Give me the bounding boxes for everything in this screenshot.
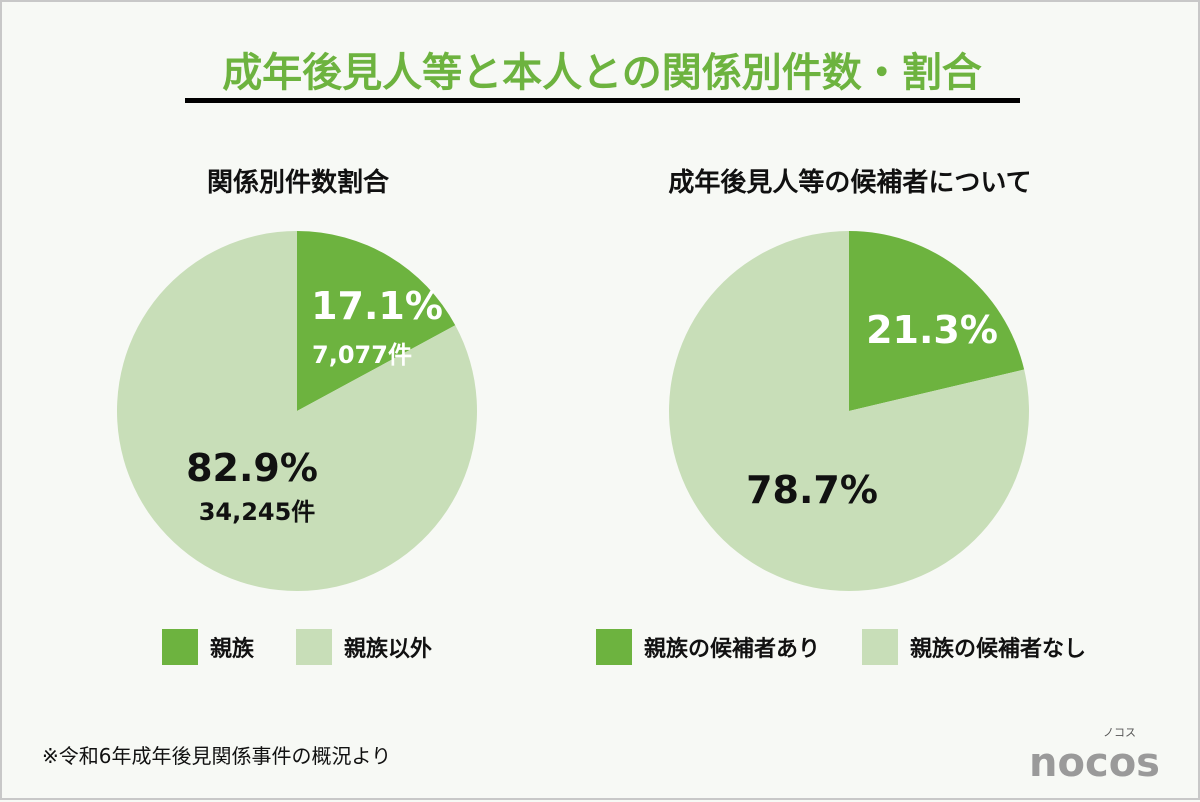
legend-label: 親族の候補者なし: [910, 637, 1087, 662]
legend-item: 親族: [162, 629, 254, 665]
legend-label: 親族の候補者あり: [644, 637, 821, 662]
slice-label-percent: 21.3%: [866, 308, 998, 352]
slice-label-percent: 17.1%: [311, 284, 443, 328]
page-title: 成年後見人等と本人との関係別件数・割合: [222, 50, 982, 96]
logo-kana: ノコス: [1103, 726, 1136, 739]
pie-slice: [849, 231, 1025, 411]
nocos-logo: nocos: [1029, 740, 1160, 786]
legend-swatch: [296, 629, 333, 665]
chart-title-right: 成年後見人等の候補者について: [668, 168, 1032, 198]
pie-chart-right: [669, 231, 1029, 591]
slice-label-percent: 78.7%: [746, 468, 878, 512]
legend-item: 親族の候補者なし: [862, 629, 1086, 665]
pie-slice: [117, 231, 477, 591]
legend-swatch: [162, 629, 198, 665]
slice-label-count: 34,245件: [198, 498, 316, 526]
footnote: ※令和6年成年後見関係事件の概況より: [42, 744, 392, 768]
legend-swatch: [862, 629, 899, 665]
legend-left: 親族 親族以外: [162, 629, 474, 665]
legend-label: 親族: [210, 637, 255, 662]
legend-item: 親族以外: [296, 629, 432, 665]
chart-title-left: 関係別件数割合: [206, 168, 389, 198]
title-underline: [185, 98, 1020, 103]
pie-slice: [297, 231, 456, 411]
legend-right: 親族の候補者あり 親族の候補者なし: [596, 629, 1128, 665]
legend-label: 親族以外: [344, 637, 433, 662]
slice-label-percent: 82.9%: [186, 446, 318, 490]
pie-chart-left: [117, 231, 477, 591]
legend-swatch: [596, 629, 632, 665]
slice-label-count: 7,077件: [312, 341, 412, 369]
pie-slice: [669, 231, 1029, 591]
legend-item: 親族の候補者あり: [596, 629, 820, 665]
